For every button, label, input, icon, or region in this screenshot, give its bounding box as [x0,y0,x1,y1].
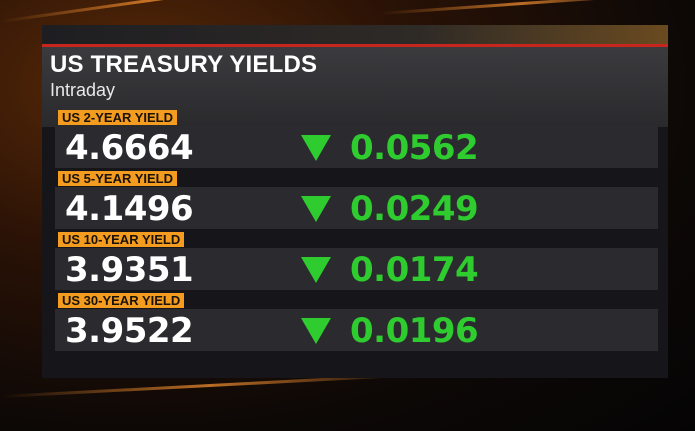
yield-change: 0.0174 [350,250,479,290]
row-label: US 10-YEAR YIELD [58,232,185,247]
yield-value: 3.9522 [65,311,194,351]
yield-value: 4.1496 [65,189,194,229]
subtitle: Intraday [50,80,116,100]
yield-row: 4.6664 0.0562 [55,126,658,168]
yield-change: 0.0249 [350,189,479,229]
background-streak [0,0,298,23]
yields-panel: US TREASURY YIELDS Intraday US 2-YEAR YI… [42,25,668,378]
row-label: US 5-YEAR YIELD [58,171,178,186]
yield-row: 4.1496 0.0249 [55,187,658,229]
yield-change: 0.0196 [350,311,479,351]
down-arrow [301,196,331,222]
yield-value: 4.6664 [65,128,194,168]
background-streak [379,0,660,15]
row-label: US 2-YEAR YIELD [58,110,178,125]
yield-change: 0.0562 [350,128,479,168]
top-band [42,25,668,44]
down-arrow [301,135,331,161]
down-arrow-shape [301,318,331,344]
down-arrow-shape [301,257,331,283]
down-arrow-shape [301,135,331,161]
accent-line [42,44,668,47]
yield-row: 3.9522 0.0196 [55,309,658,351]
row-label: US 30-YEAR YIELD [58,293,185,308]
down-arrow [301,257,331,283]
yield-row: 3.9351 0.0174 [55,248,658,290]
down-arrow-shape [301,196,331,222]
down-arrow [301,318,331,344]
yield-value: 3.9351 [65,250,194,290]
title: US TREASURY YIELDS [50,51,318,78]
